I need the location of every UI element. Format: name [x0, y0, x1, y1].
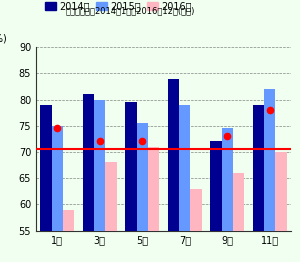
- Bar: [82, 94, 94, 262]
- Bar: [264, 89, 275, 262]
- Text: (%): (%): [0, 34, 7, 43]
- Bar: [125, 102, 136, 262]
- Bar: [253, 105, 264, 262]
- Bar: [94, 100, 106, 262]
- Bar: [148, 147, 160, 262]
- Bar: [52, 126, 63, 262]
- Bar: [210, 141, 221, 262]
- Bar: [275, 152, 287, 262]
- Bar: [40, 105, 52, 262]
- Bar: [63, 210, 74, 262]
- Bar: [221, 128, 233, 262]
- Bar: [167, 79, 179, 262]
- Legend: 2014年, 2015年, 2016年: 2014年, 2015年, 2016年: [41, 0, 196, 15]
- Bar: [136, 123, 148, 262]
- Text: データ期間：2014年1月〜2016年12月(月次): データ期間：2014年1月〜2016年12月(月次): [66, 7, 195, 15]
- Bar: [233, 173, 244, 262]
- Bar: [179, 105, 190, 262]
- Bar: [190, 189, 202, 262]
- Bar: [106, 162, 117, 262]
